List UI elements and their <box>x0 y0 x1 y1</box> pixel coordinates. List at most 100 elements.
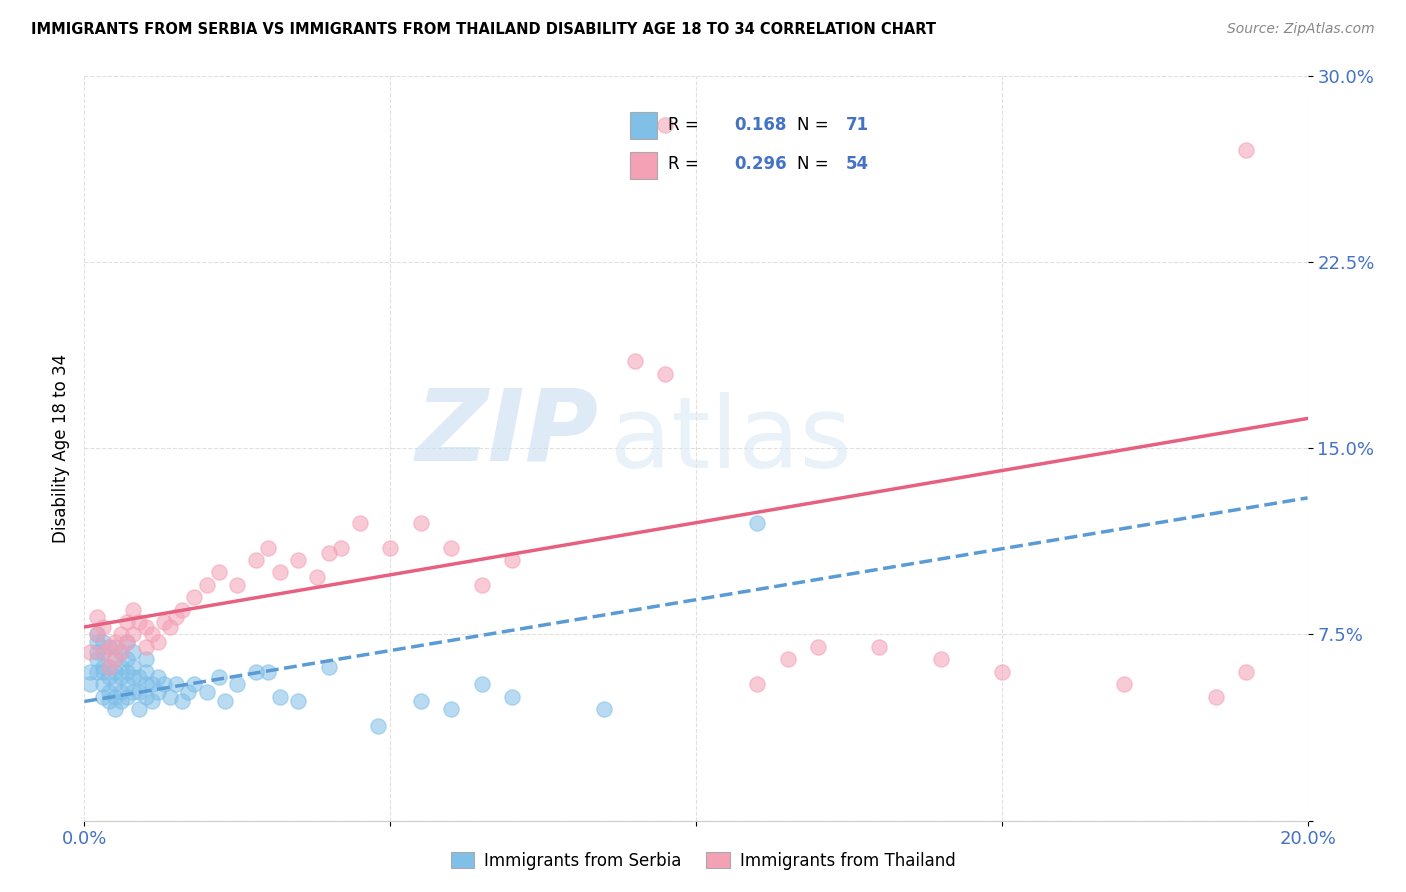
Point <box>104 635 127 649</box>
Point <box>115 615 138 629</box>
Point <box>226 677 249 691</box>
Point <box>654 119 676 133</box>
Point <box>115 665 138 679</box>
Point <box>135 665 157 679</box>
Point <box>1236 143 1258 157</box>
Text: Source: ZipAtlas.com: Source: ZipAtlas.com <box>1227 22 1375 37</box>
Point <box>747 516 769 530</box>
Point <box>135 640 157 654</box>
Text: N =: N = <box>797 154 834 172</box>
Point <box>115 635 138 649</box>
Point <box>86 665 108 679</box>
Point <box>104 677 127 691</box>
Point <box>245 553 267 567</box>
Y-axis label: Disability Age 18 to 34: Disability Age 18 to 34 <box>52 353 70 543</box>
Point <box>122 659 145 673</box>
Point <box>97 659 120 673</box>
Point <box>318 545 340 559</box>
Point <box>122 602 145 616</box>
Point <box>122 627 145 641</box>
Point <box>91 645 114 659</box>
Point <box>172 602 194 616</box>
Point <box>86 645 108 659</box>
Point <box>409 516 432 530</box>
Point <box>214 694 236 708</box>
Point <box>128 615 150 629</box>
Point <box>91 677 114 691</box>
Point <box>471 677 494 691</box>
Point <box>257 665 280 679</box>
Point <box>86 627 108 641</box>
Point <box>135 677 157 691</box>
Point <box>91 645 114 659</box>
Point <box>97 670 120 684</box>
Point <box>1236 665 1258 679</box>
Point <box>624 354 647 368</box>
Point <box>929 652 952 666</box>
Text: 0.168: 0.168 <box>734 117 786 135</box>
Point <box>135 620 157 634</box>
Point <box>97 659 120 673</box>
Point <box>380 541 402 555</box>
Point <box>208 566 231 580</box>
Point <box>128 684 150 698</box>
Point <box>502 690 524 704</box>
Point <box>115 635 138 649</box>
Point <box>991 665 1014 679</box>
Point <box>122 684 145 698</box>
Point <box>86 610 108 624</box>
Point <box>172 694 194 708</box>
Point <box>305 570 328 584</box>
Point <box>104 640 127 654</box>
Point <box>153 677 176 691</box>
Point <box>183 677 205 691</box>
Point <box>97 640 120 654</box>
Point <box>654 367 676 381</box>
Point <box>97 640 120 654</box>
Point <box>245 665 267 679</box>
Point <box>91 635 114 649</box>
Point <box>502 553 524 567</box>
Point <box>146 635 169 649</box>
Point <box>440 541 463 555</box>
Text: R =: R = <box>668 154 704 172</box>
Point <box>208 670 231 684</box>
Point <box>122 645 145 659</box>
FancyBboxPatch shape <box>630 112 657 139</box>
Point <box>86 635 108 649</box>
Point <box>115 690 138 704</box>
Point <box>97 694 120 708</box>
Point <box>79 665 101 679</box>
Point <box>159 690 181 704</box>
Point <box>1114 677 1136 691</box>
Point <box>287 694 309 708</box>
Point <box>110 659 132 673</box>
Point <box>135 652 157 666</box>
Text: R =: R = <box>668 117 704 135</box>
Text: 54: 54 <box>846 154 869 172</box>
Point <box>195 578 218 592</box>
Point <box>141 627 163 641</box>
Point <box>593 702 616 716</box>
Point <box>86 652 108 666</box>
Point <box>115 652 138 666</box>
Point <box>110 645 132 659</box>
Point <box>146 684 169 698</box>
Point <box>183 591 205 605</box>
Point <box>330 541 353 555</box>
Text: IMMIGRANTS FROM SERBIA VS IMMIGRANTS FROM THAILAND DISABILITY AGE 18 TO 34 CORRE: IMMIGRANTS FROM SERBIA VS IMMIGRANTS FRO… <box>31 22 936 37</box>
Point <box>269 566 291 580</box>
Point <box>747 677 769 691</box>
Point <box>177 684 200 698</box>
Point <box>159 620 181 634</box>
Point <box>91 620 114 634</box>
Point <box>226 578 249 592</box>
Point <box>257 541 280 555</box>
Point <box>86 627 108 641</box>
Point <box>471 578 494 592</box>
Point <box>153 615 176 629</box>
Text: 71: 71 <box>846 117 869 135</box>
Point <box>135 690 157 704</box>
Text: atlas: atlas <box>610 392 852 490</box>
Text: ZIP: ZIP <box>415 384 598 482</box>
